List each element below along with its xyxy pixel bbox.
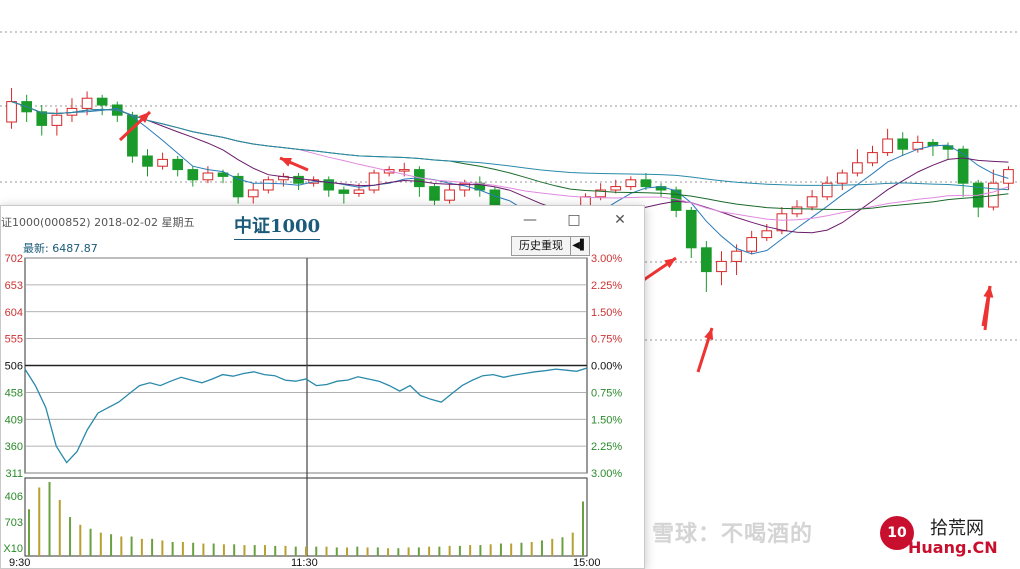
ma60-line [11,101,1009,191]
maximize-icon[interactable]: □ [567,212,581,228]
ma5-line [11,101,1009,255]
candle [685,209,697,249]
candle [232,175,244,198]
back-icon[interactable]: ◀▌ [570,236,590,256]
candle [716,260,727,273]
y-tick-left: 360 [5,441,23,453]
candle [127,114,138,157]
candle [262,179,274,191]
y-tick-left: 604 [5,307,23,319]
y-tick-right: 0.75% [591,387,622,399]
y-tick-left: 702 [5,253,23,265]
candle [142,155,153,167]
y-tick-left: 311 [5,468,23,480]
volume-frame [24,477,588,557]
candle [731,250,742,262]
candle [398,169,410,172]
annotation-arrowhead [704,328,714,340]
candle [459,182,471,191]
candle [353,189,365,194]
candle [323,179,335,191]
candle [338,189,350,194]
y-tick-right: 0.00% [591,361,622,373]
latest-price-label: 最新: 6487.87 [23,242,98,255]
y-tick-right: 3.00% [591,468,622,480]
candle [368,172,380,191]
site-logo: 10 拾荒网 Huang.CN [878,512,1020,564]
candle [625,179,637,188]
y-tick-right: 3.00% [591,253,622,265]
candle [444,189,455,201]
watermark-text: 雪球：不喝酒的 [652,522,814,547]
candle [852,162,863,174]
volume-tick: 406 [5,491,23,503]
y-tick-left: 506 [5,361,23,373]
candle [293,175,304,184]
candle [701,247,712,273]
candle [247,189,259,198]
volume-tick: 703 [5,517,23,529]
y-tick-right: 2.25% [591,280,622,292]
candle [957,148,969,184]
candle [6,101,17,123]
annotation-arrowhead [280,158,292,167]
candle [157,158,168,167]
candle [776,213,788,232]
logo-badge: 10 [880,516,914,550]
candle [36,111,48,126]
candle [187,169,199,181]
candle [882,138,893,154]
y-tick-right: 0.75% [591,334,622,346]
x-tick: 15:00 [573,557,601,568]
candle [640,179,652,188]
candle [806,196,818,208]
candle [429,186,440,201]
intraday-popup-window: 702 3.00% 653 2.25% 604 1.50% 555 0.75% 506 0.00%… [0,205,645,569]
candle [821,182,833,198]
y-tick-right: 1.50% [591,307,622,319]
candle [172,158,184,171]
y-tick-left: 555 [5,334,23,346]
candle [836,172,848,184]
candle [96,97,108,106]
annotation-arrowhead [984,286,994,298]
logo-en-text: Huang.CN [908,538,998,557]
y-tick-left: 653 [5,280,23,292]
annotation-arrowhead [138,112,150,123]
popup-heading: 中证1000 [234,212,321,240]
volume-tick: X10 [3,543,23,555]
y-tick-right: 2.25% [591,441,622,453]
candle [897,138,909,150]
popup-window-title: 证1000(000852) 2018-02-02 星期五 [1,216,195,229]
annotation-arrowhead [664,258,676,269]
history-replay-button[interactable]: 历史重现 [511,236,571,256]
candle [610,186,622,191]
candle [202,172,214,181]
intraday-chart: 702 3.00% 653 2.25% 604 1.50% 555 0.75% 506 0.00%… [3,253,622,568]
candle [217,172,229,177]
y-tick-left: 409 [5,414,23,426]
logo-cn-text: 拾荒网 [930,518,984,539]
candle [1003,169,1014,184]
candle [81,97,93,109]
ma10-line [11,101,1009,234]
candle [791,206,803,215]
candle [867,152,878,164]
candle [595,189,606,198]
candle [746,237,758,252]
minimize-icon[interactable]: — [523,212,537,228]
x-tick: 9:30 [9,557,30,568]
y-tick-left: 458 [5,387,23,399]
candle [51,114,63,126]
y-tick-right: 1.50% [591,414,622,426]
ma30-line [11,101,1009,211]
candle [761,230,773,239]
x-tick: 11:30 [291,557,318,568]
close-icon[interactable]: ✕ [614,212,626,228]
price-line [24,367,588,464]
